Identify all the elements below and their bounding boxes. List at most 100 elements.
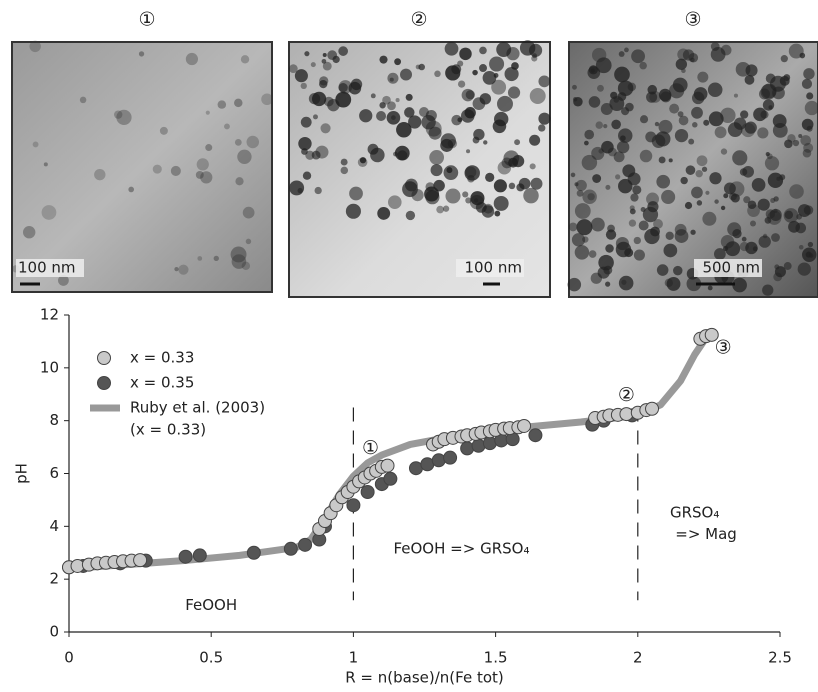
particle: [584, 130, 594, 140]
particle: [465, 107, 476, 118]
y-axis-title: pH: [13, 463, 31, 484]
particle: [498, 161, 511, 174]
particle: [703, 120, 709, 126]
annotation: ①: [362, 437, 379, 459]
particle: [784, 140, 793, 149]
particle: [576, 219, 592, 235]
particle: [661, 190, 675, 204]
particle: [690, 230, 695, 235]
particle: [615, 174, 620, 179]
particle: [243, 207, 255, 219]
micrographs: [12, 40, 818, 297]
particle: [711, 42, 720, 51]
particle: [424, 187, 439, 202]
particle: [315, 187, 322, 194]
particle: [770, 198, 775, 203]
annotation: => Mag: [675, 525, 737, 543]
particle: [592, 48, 606, 62]
fit-curve: [69, 333, 709, 568]
particle: [174, 267, 178, 271]
particle: [512, 155, 524, 167]
data-point: [381, 459, 394, 472]
particle: [235, 139, 242, 146]
particle: [582, 155, 597, 170]
particle: [740, 110, 748, 118]
x-axis-title: R = n(base)/n(Fe tot): [345, 669, 504, 687]
data-point: [432, 454, 445, 467]
particle: [200, 171, 212, 183]
particle: [514, 139, 520, 145]
particle: [753, 108, 767, 122]
particle: [303, 172, 311, 180]
particle: [313, 114, 318, 119]
particle: [390, 78, 394, 82]
data-point: [646, 402, 659, 415]
particle: [705, 191, 709, 195]
particle: [406, 211, 415, 220]
particle: [349, 187, 363, 201]
particle: [669, 83, 684, 98]
particle: [740, 242, 749, 251]
particle: [632, 185, 641, 194]
particle: [709, 111, 724, 126]
data-point: [518, 419, 531, 432]
particle: [360, 157, 366, 163]
particle: [338, 46, 348, 56]
particle: [646, 193, 659, 206]
particle: [531, 55, 537, 61]
particle: [304, 51, 309, 56]
particle: [614, 67, 630, 83]
particle: [241, 55, 249, 63]
data-point: [444, 451, 457, 464]
particle: [309, 93, 320, 104]
data-point: [461, 442, 474, 455]
particle: [80, 97, 87, 104]
particle: [768, 105, 772, 109]
particle: [178, 265, 188, 275]
y-tick-label: 10: [40, 358, 59, 376]
particle: [575, 203, 591, 219]
x-tick-label: 0.5: [199, 649, 223, 667]
particle: [692, 122, 697, 127]
annotation: FeOOH: [185, 596, 237, 614]
particle: [429, 150, 444, 165]
particle: [572, 85, 577, 90]
particle: [757, 127, 768, 138]
particle: [640, 150, 652, 162]
particle: [721, 45, 732, 56]
particle: [480, 93, 491, 104]
particle: [619, 51, 625, 57]
data-point: [384, 472, 397, 485]
particle: [750, 220, 756, 226]
x-tick-label: 0: [64, 649, 74, 667]
panel-label: ③: [684, 9, 701, 31]
particle: [645, 131, 656, 142]
particle: [598, 255, 614, 271]
particle: [493, 120, 507, 134]
particle: [603, 124, 607, 128]
particle: [529, 135, 540, 146]
particle: [33, 142, 39, 148]
particle: [323, 62, 332, 71]
particle: [714, 199, 718, 203]
particle: [459, 48, 471, 60]
particle: [618, 81, 633, 96]
particle: [779, 174, 785, 180]
particle: [734, 117, 746, 129]
particle: [721, 148, 727, 154]
particle: [298, 137, 311, 150]
particle: [224, 123, 230, 129]
particle: [494, 196, 509, 211]
particle: [702, 212, 716, 226]
particle: [634, 249, 645, 260]
particle: [327, 99, 339, 111]
particle: [766, 152, 770, 156]
particle: [697, 155, 708, 166]
particle: [497, 96, 513, 112]
particle: [624, 48, 629, 53]
page: {"panels": [ {"label": "①", "scale": "10…: [0, 0, 818, 688]
particle: [572, 233, 585, 246]
particle: [605, 244, 614, 253]
annotation: GRSO₄: [670, 504, 719, 522]
particle: [379, 56, 387, 64]
